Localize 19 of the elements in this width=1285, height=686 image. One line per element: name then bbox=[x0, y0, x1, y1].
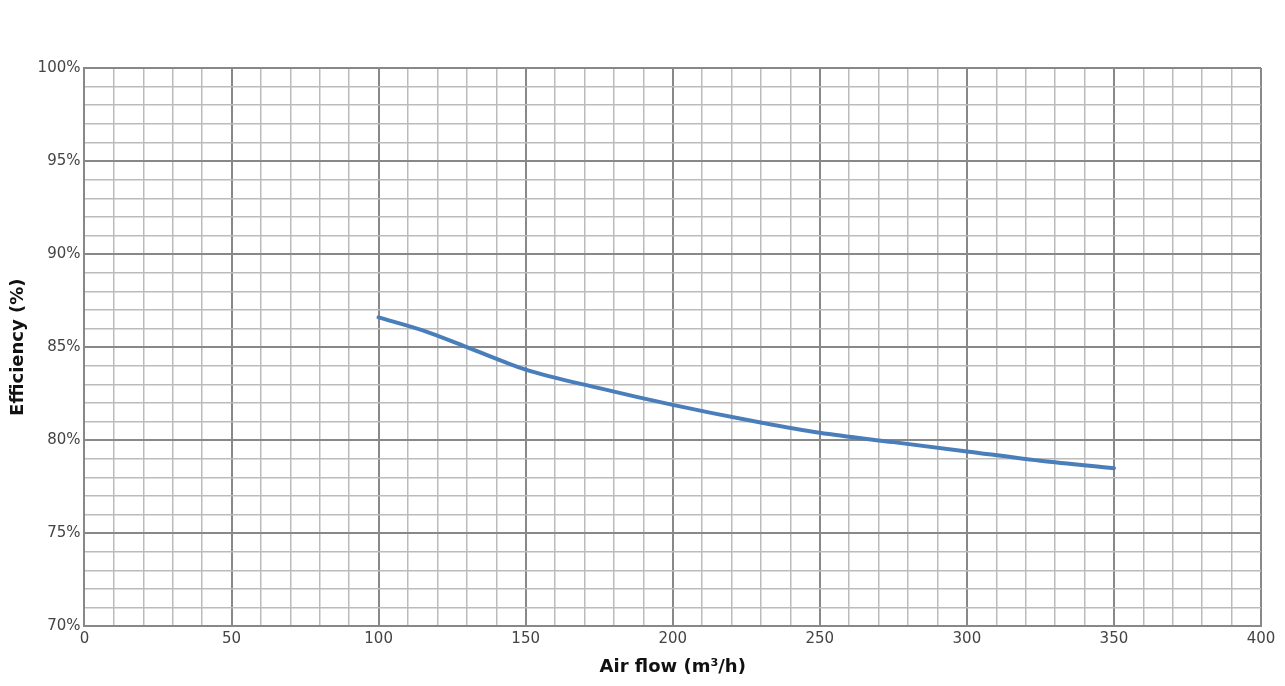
x-tick-label: 400 bbox=[1246, 629, 1276, 648]
x-tick-label: 100 bbox=[364, 629, 393, 648]
y-tick-label: 85% bbox=[47, 337, 81, 356]
line-series bbox=[376, 315, 1116, 471]
y-tick-label: 95% bbox=[47, 150, 81, 169]
x-tick-label: 300 bbox=[952, 629, 982, 648]
x-tick-label: 50 bbox=[222, 629, 242, 648]
y-tick-label: 75% bbox=[47, 523, 81, 542]
x-tick-label: 200 bbox=[658, 629, 688, 648]
x-tick-label: 0 bbox=[79, 629, 90, 648]
y-tick-label: 100% bbox=[37, 57, 81, 76]
x-axis-title: Air flow (m³/h) bbox=[599, 654, 746, 676]
x-tick-label: 150 bbox=[511, 629, 540, 648]
x-tick-label: 350 bbox=[1099, 629, 1129, 648]
y-axis-title: Efficiency (%) bbox=[6, 278, 28, 416]
x-tick-label: 250 bbox=[805, 629, 835, 648]
y-tick-label: 80% bbox=[47, 430, 81, 449]
y-tick-label: 90% bbox=[47, 244, 81, 263]
y-tick-label: 70% bbox=[47, 616, 81, 635]
